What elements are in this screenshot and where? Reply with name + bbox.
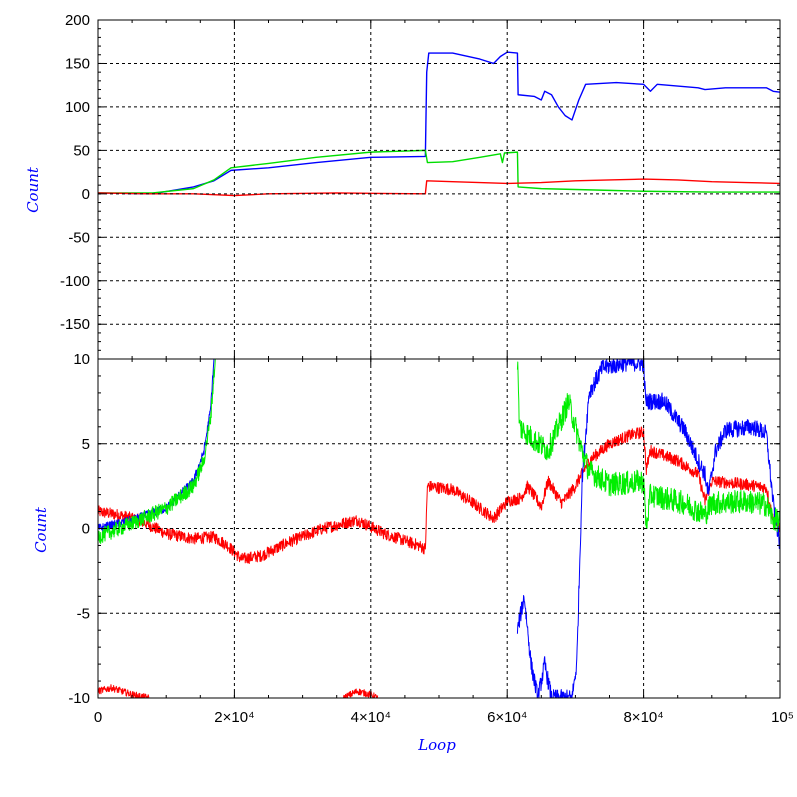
top-y-tick-label: 100 [65, 99, 90, 116]
top-y-tick-label: 0 [82, 186, 90, 203]
x-tick-label: 0 [94, 709, 102, 726]
bottom-y-tick-label: 5 [82, 436, 90, 453]
top-y-axis-title: Count [24, 166, 42, 213]
bottom-panel: 10 5 0 -5 -10 0 2×10⁴ 4×10⁴ 6×10⁴ 8×10⁴ 10⁵ Count… [32, 351, 794, 754]
x-tick-label: 4×10⁴ [351, 709, 391, 726]
top-y-tick-label: -50 [68, 229, 90, 246]
bottom-series-line-3 [97, 358, 215, 532]
top-y-tick-label: -100 [60, 273, 90, 290]
x-tick-label: 6×10⁴ [487, 709, 527, 726]
top-series-group [97, 51, 781, 197]
top-gridlines [98, 20, 780, 359]
bottom-series-line-5 [97, 358, 216, 545]
x-tick-label: 10⁵ [771, 709, 794, 726]
x-tick-label: 8×10⁴ [623, 709, 663, 726]
top-series-line-2 [97, 178, 781, 197]
bottom-series-line-0 [97, 426, 781, 565]
top-series-line-1 [98, 149, 780, 194]
bottom-gridlines [98, 359, 780, 698]
bottom-y-axis-title: Count [32, 506, 50, 553]
bottom-x-ticks: 0 2×10⁴ 4×10⁴ 6×10⁴ 8×10⁴ 10⁵ [94, 709, 794, 726]
bottom-series-line-6 [516, 361, 781, 533]
bottom-series-line-2 [343, 688, 379, 699]
top-y-tick-label: 150 [65, 55, 90, 72]
bottom-series-group [97, 358, 781, 699]
x-axis-title: Loop [417, 736, 456, 754]
top-y-tick-label: -150 [60, 316, 90, 333]
bottom-y-tick-label: -5 [77, 605, 90, 622]
top-plot-frame [97, 19, 781, 360]
bottom-series-line-1 [97, 684, 150, 699]
bottom-series-line-4 [516, 358, 781, 699]
x-tick-label: 2×10⁴ [214, 709, 254, 726]
bottom-y-ticks: 10 5 0 -5 -10 [68, 351, 781, 707]
top-y-tick-label: 50 [73, 142, 90, 159]
top-y-tick-label: 200 [65, 12, 90, 29]
bottom-y-tick-label: 0 [82, 521, 90, 538]
top-panel: 200 150 100 50 0 -50 -100 -150 Count [24, 12, 781, 360]
bottom-y-tick-label: -10 [68, 690, 90, 707]
top-series-line-0 [97, 51, 781, 195]
top-y-ticks: 200 150 100 50 0 -50 -100 -150 [60, 12, 781, 360]
bottom-y-tick-label: 10 [73, 351, 90, 368]
